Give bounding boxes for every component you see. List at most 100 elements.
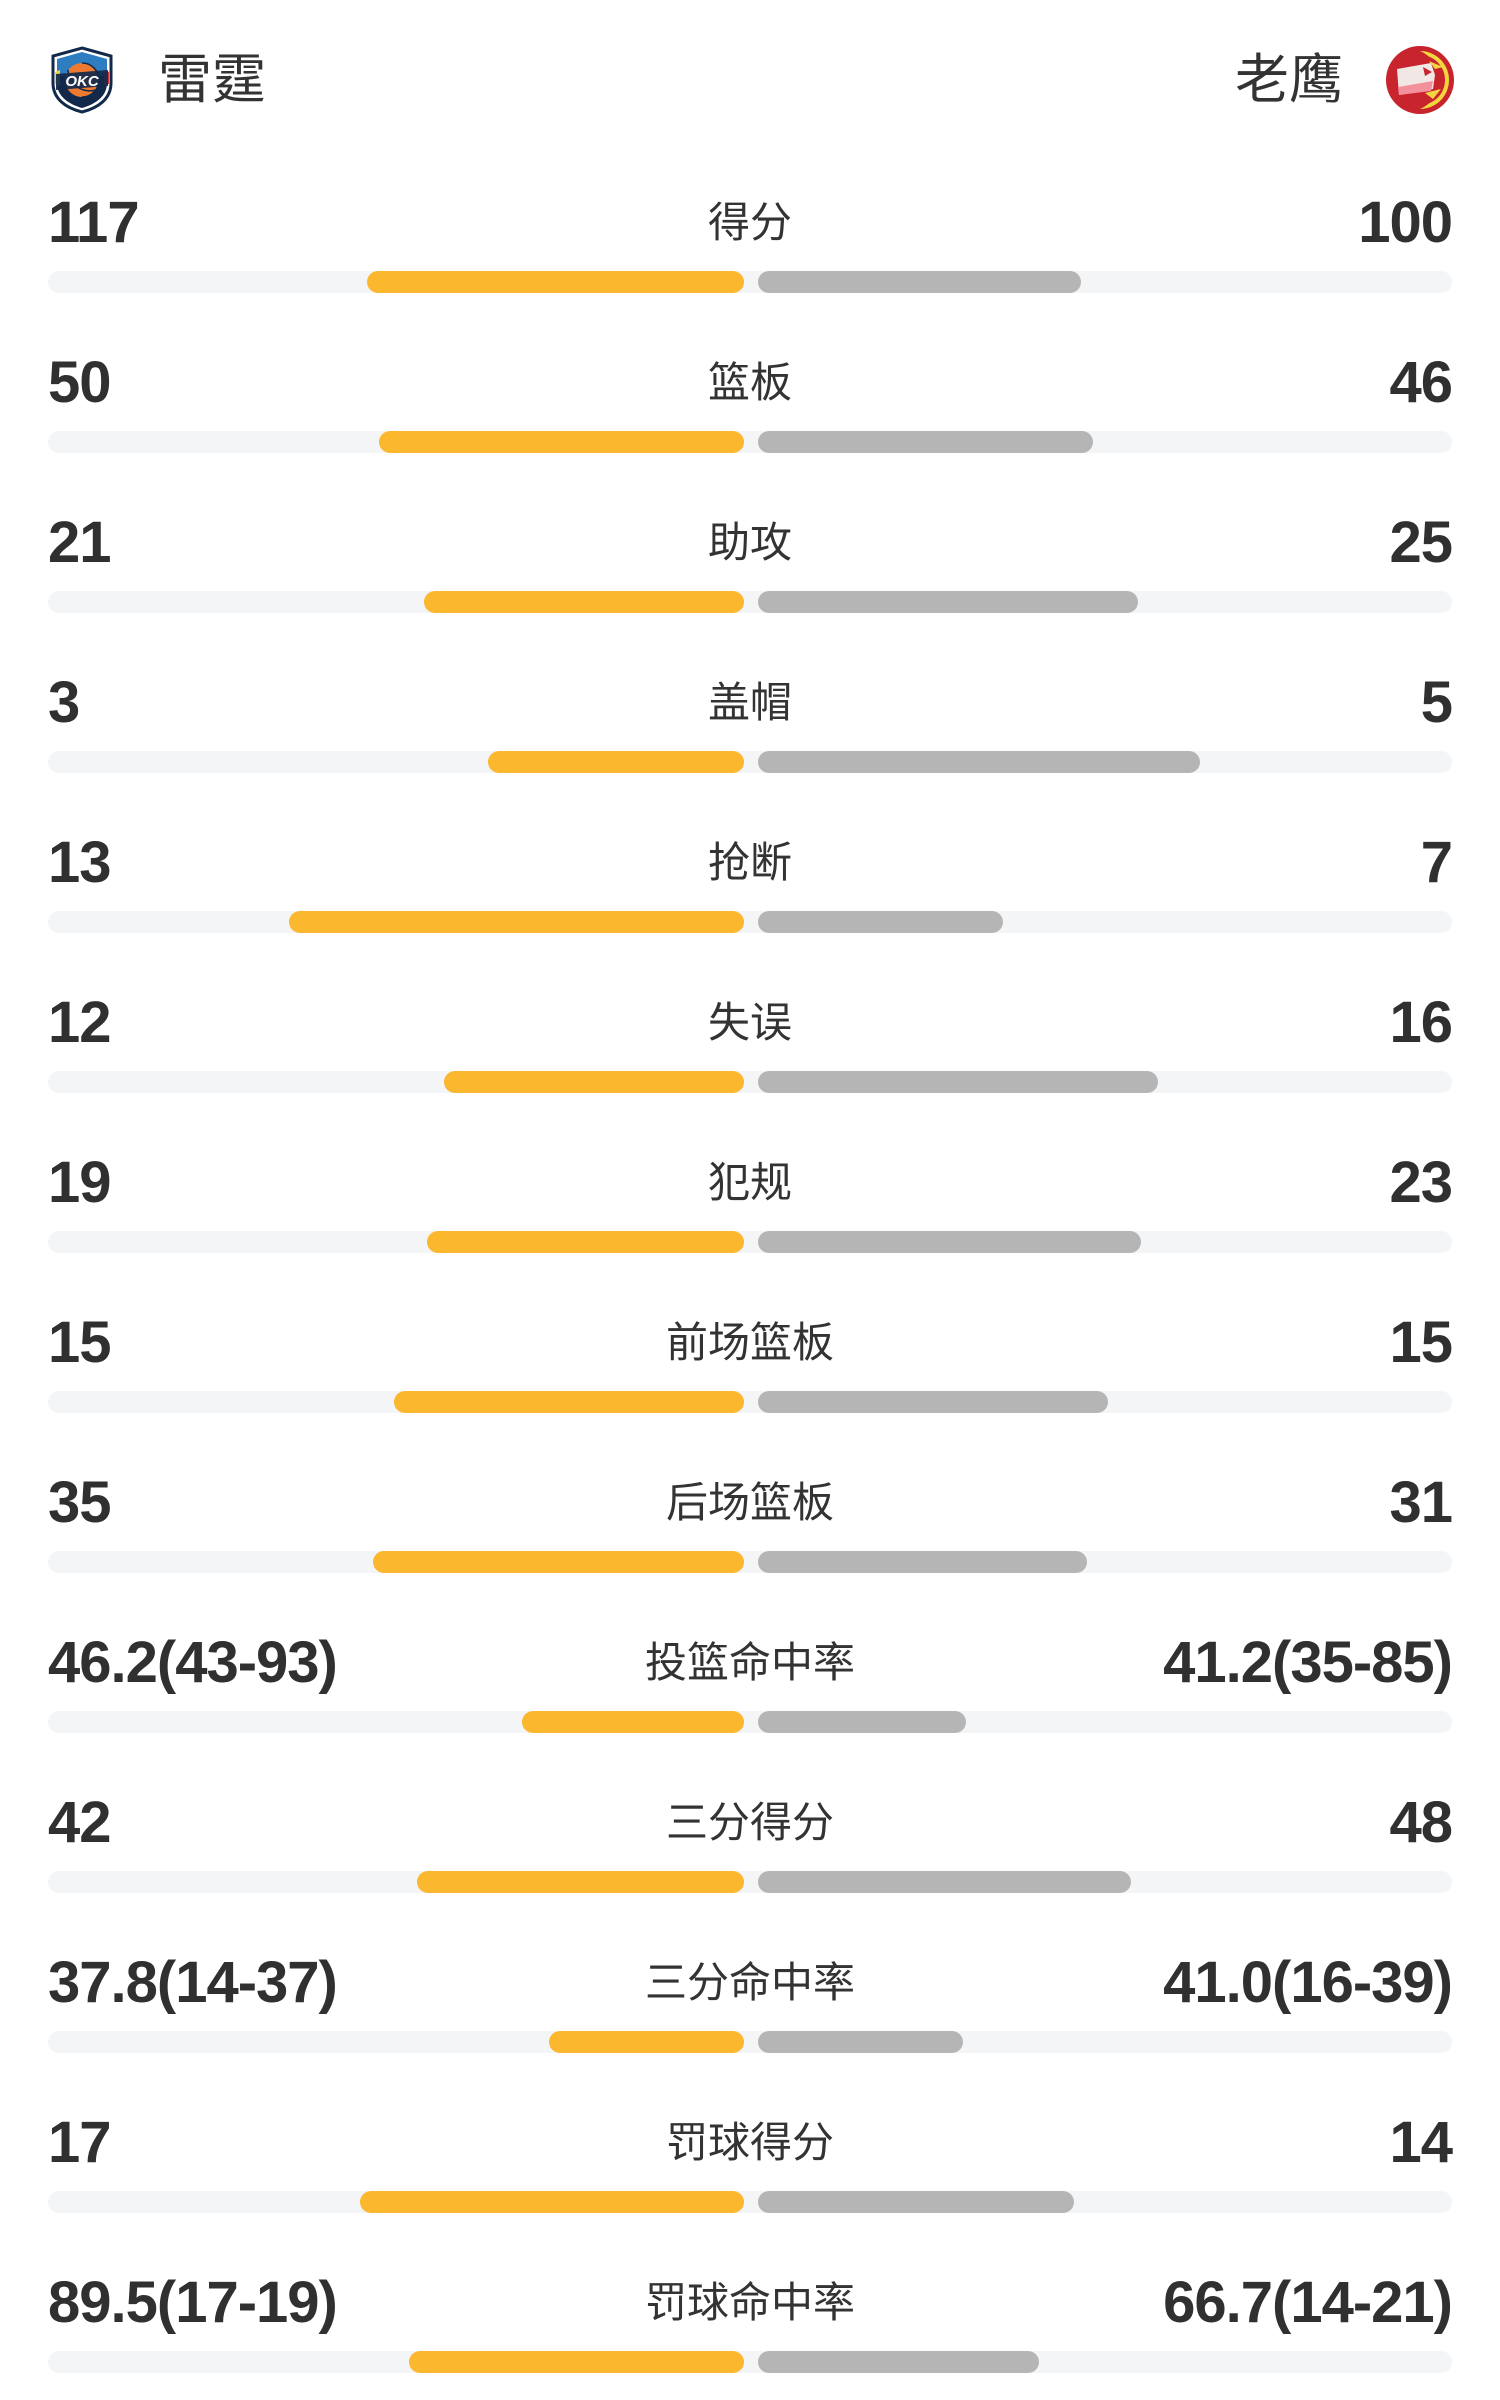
away-team-group: 老鹰 bbox=[1235, 45, 1455, 115]
away-team-value: 41.2(35-85) bbox=[1163, 1630, 1453, 1695]
stat-label: 盖帽 bbox=[707, 679, 792, 726]
stat-label: 罚球得分 bbox=[665, 2119, 834, 2166]
away-team-value: 14 bbox=[1389, 2110, 1453, 2175]
svg-text:OKC: OKC bbox=[65, 73, 100, 90]
stat-value-line: 37.8(14-37) 三分命中率 41.0(16-39) bbox=[48, 1950, 1453, 2015]
away-team-bar bbox=[758, 2191, 1074, 2213]
home-team-value: 17 bbox=[48, 2110, 112, 2175]
stat-row: 3 盖帽 5 bbox=[48, 670, 1453, 832]
stat-bar-track bbox=[48, 271, 1452, 293]
home-team-value: 46.2(43-93) bbox=[48, 1630, 338, 1695]
home-team-value: 117 bbox=[48, 190, 140, 255]
home-team-value: 37.8(14-37) bbox=[48, 1950, 338, 2015]
stat-bar-track bbox=[48, 1551, 1452, 1573]
home-team-bar bbox=[409, 2351, 744, 2373]
away-team-bar bbox=[758, 431, 1093, 453]
home-team-value: 13 bbox=[48, 830, 112, 895]
away-team-bar bbox=[758, 2031, 963, 2053]
stat-value-line: 46.2(43-93) 投篮命中率 41.2(35-85) bbox=[48, 1630, 1453, 1695]
stat-label: 三分得分 bbox=[665, 1799, 834, 1846]
away-team-value: 66.7(14-21) bbox=[1163, 2270, 1453, 2335]
home-team-value: 42 bbox=[48, 1790, 112, 1855]
away-team-name: 老鹰 bbox=[1235, 50, 1343, 110]
home-team-bar bbox=[488, 751, 744, 773]
home-team-bar bbox=[360, 2191, 744, 2213]
stat-row: 21 助攻 25 bbox=[48, 510, 1453, 672]
away-team-bar bbox=[758, 751, 1200, 773]
away-team-bar bbox=[758, 911, 1003, 933]
stat-label: 篮板 bbox=[707, 359, 792, 406]
home-team-group: OKC 雷霆 bbox=[48, 46, 266, 114]
home-team-bar bbox=[289, 911, 744, 933]
stat-bar-track bbox=[48, 1711, 1452, 1733]
home-team-name: 雷霆 bbox=[158, 50, 266, 110]
away-team-value: 16 bbox=[1389, 990, 1453, 1055]
stat-label: 失误 bbox=[707, 999, 792, 1046]
stat-bar-track bbox=[48, 591, 1452, 613]
away-team-bar bbox=[758, 1231, 1141, 1253]
stat-bar-track bbox=[48, 2031, 1452, 2053]
away-team-value: 41.0(16-39) bbox=[1163, 1950, 1453, 2015]
stat-bar-track bbox=[48, 911, 1452, 933]
home-team-value: 3 bbox=[48, 670, 80, 735]
away-team-value: 100 bbox=[1358, 190, 1453, 255]
away-team-value: 31 bbox=[1389, 1470, 1453, 1535]
home-team-bar bbox=[444, 1071, 744, 1093]
stat-value-line: 89.5(17-19) 罚球命中率 66.7(14-21) bbox=[48, 2270, 1453, 2335]
stat-value-line: 12 失误 16 bbox=[48, 990, 1453, 1055]
home-team-value: 15 bbox=[48, 1310, 112, 1375]
stat-row: 17 罚球得分 14 bbox=[48, 2110, 1453, 2272]
home-team-value: 89.5(17-19) bbox=[48, 2270, 338, 2335]
home-team-bar bbox=[417, 1871, 744, 1893]
away-team-bar bbox=[758, 1391, 1108, 1413]
stat-bar-track bbox=[48, 431, 1452, 453]
stat-value-line: 3 盖帽 5 bbox=[48, 670, 1453, 735]
stat-value-line: 21 助攻 25 bbox=[48, 510, 1453, 575]
stat-bar-track bbox=[48, 1871, 1452, 1893]
home-team-bar bbox=[427, 1231, 744, 1253]
away-team-bar bbox=[758, 1071, 1158, 1093]
stat-row: 89.5(17-19) 罚球命中率 66.7(14-21) bbox=[48, 2270, 1453, 2400]
stat-row: 42 三分得分 48 bbox=[48, 1790, 1453, 1952]
home-team-bar bbox=[367, 271, 744, 293]
stat-label: 三分命中率 bbox=[644, 1959, 855, 2006]
away-team-bar bbox=[758, 271, 1081, 293]
stat-bar-track bbox=[48, 1391, 1452, 1413]
stat-label: 后场篮板 bbox=[665, 1479, 834, 1526]
away-team-bar bbox=[758, 1711, 966, 1733]
stat-bar-track bbox=[48, 1071, 1452, 1093]
away-team-value: 48 bbox=[1389, 1790, 1453, 1855]
stat-value-line: 19 犯规 23 bbox=[48, 1152, 1453, 1214]
home-team-value: 50 bbox=[48, 350, 112, 415]
stat-value-line: 117 得分 100 bbox=[48, 190, 1453, 255]
stat-row: 50 篮板 46 bbox=[48, 350, 1453, 512]
stat-bar-track bbox=[48, 1231, 1452, 1253]
away-team-bar bbox=[758, 1551, 1087, 1573]
home-team-bar bbox=[394, 1391, 744, 1413]
stat-label: 助攻 bbox=[707, 519, 792, 566]
away-team-value: 25 bbox=[1389, 510, 1453, 575]
stat-row: 15 前场篮板 15 bbox=[48, 1310, 1453, 1472]
home-team-bar bbox=[379, 431, 744, 453]
okc-thunder-logo-icon: OKC bbox=[51, 46, 113, 114]
stat-value-line: 17 罚球得分 14 bbox=[48, 2110, 1453, 2175]
stat-label: 前场篮板 bbox=[665, 1319, 834, 1366]
stat-label: 得分 bbox=[707, 199, 792, 246]
stat-value-line: 50 篮板 46 bbox=[48, 350, 1453, 415]
stat-value-line: 15 前场篮板 15 bbox=[48, 1310, 1453, 1375]
stat-row: 35 后场篮板 31 bbox=[48, 1470, 1453, 1632]
stat-value-line: 42 三分得分 48 bbox=[48, 1790, 1453, 1855]
stat-value-line: 35 后场篮板 31 bbox=[48, 1470, 1453, 1535]
away-team-value: 7 bbox=[1420, 830, 1453, 895]
away-team-value: 15 bbox=[1389, 1310, 1453, 1375]
away-team-value: 46 bbox=[1389, 350, 1453, 415]
home-team-bar bbox=[549, 2031, 744, 2053]
away-team-bar bbox=[758, 2351, 1039, 2373]
stat-bar-track bbox=[48, 751, 1452, 773]
stat-row: 117 得分 100 bbox=[48, 190, 1453, 352]
away-team-bar bbox=[758, 591, 1138, 613]
stat-row: 37.8(14-37) 三分命中率 41.0(16-39) bbox=[48, 1950, 1453, 2112]
scoreboard-header: OKC 雷霆 老鹰 bbox=[48, 40, 1455, 120]
stat-label: 投篮命中率 bbox=[644, 1639, 855, 1686]
